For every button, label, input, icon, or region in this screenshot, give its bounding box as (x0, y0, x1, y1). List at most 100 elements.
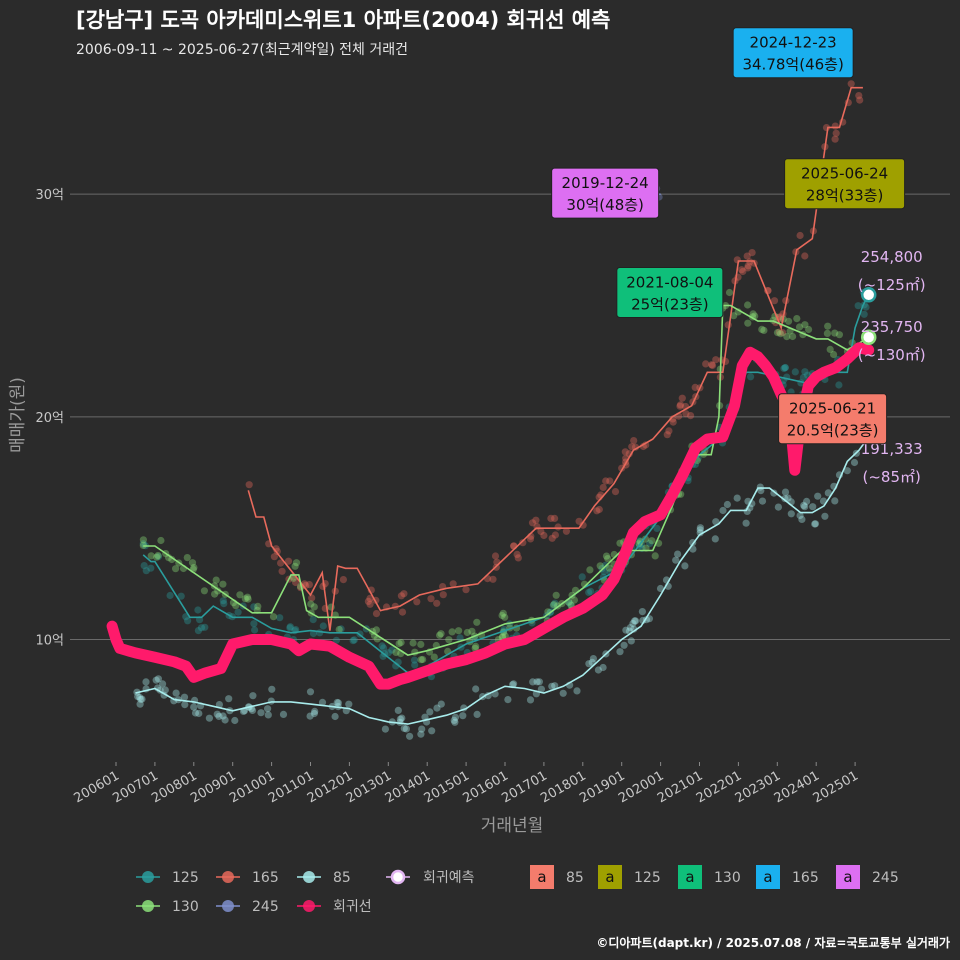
transaction-point (626, 624, 635, 632)
transaction-point (550, 601, 558, 609)
transaction-point (205, 714, 213, 722)
transaction-point (269, 613, 278, 621)
transaction-point (573, 687, 581, 695)
transaction-point (195, 709, 203, 718)
transaction-point (631, 443, 640, 451)
transaction-point (676, 401, 685, 409)
regression-path (106, 342, 875, 690)
transaction-point (339, 576, 347, 584)
transaction-point (632, 617, 640, 625)
transaction-point (631, 617, 639, 625)
callout-price: 30억(48층) (566, 196, 643, 214)
transaction-point (616, 539, 624, 547)
transaction-point (621, 448, 629, 456)
transaction-point (378, 642, 386, 650)
legend-dot (222, 900, 234, 912)
transaction-point (744, 264, 752, 272)
transaction-point (777, 330, 785, 338)
transaction-point (831, 122, 839, 130)
transaction-point (292, 559, 301, 567)
transaction-point (284, 557, 293, 565)
transaction-point (388, 646, 396, 654)
transaction-point (168, 555, 176, 564)
transaction-point (739, 267, 747, 276)
legend-item-forecast: 회귀예측 (386, 869, 475, 886)
transaction-point (245, 481, 253, 489)
transaction-point (596, 562, 604, 570)
legend-label: 125 (634, 870, 661, 886)
transaction-point (181, 701, 189, 709)
transaction-point (310, 709, 318, 718)
legend-item-85: 85 (297, 870, 351, 886)
transaction-point (725, 288, 734, 297)
transaction-point (232, 602, 240, 610)
transaction-point (599, 663, 607, 672)
transaction-point (593, 507, 601, 515)
transaction-point (831, 329, 839, 337)
transaction-point (219, 580, 227, 588)
transaction-point (823, 329, 832, 337)
transaction-point (139, 536, 147, 544)
transaction-point (747, 373, 755, 381)
transaction-point (332, 636, 340, 644)
transaction-point (636, 538, 644, 546)
transaction-point (194, 627, 202, 635)
transaction-point (398, 714, 406, 722)
transaction-point (796, 231, 804, 240)
transaction-point (513, 550, 521, 559)
transaction-point (780, 364, 788, 372)
transaction-point (784, 494, 792, 502)
transaction-point (628, 443, 636, 451)
legend-item-125: 125 (136, 870, 199, 886)
transaction-point (801, 321, 809, 329)
transaction-point (501, 613, 509, 621)
transaction-point (334, 699, 342, 707)
forecast-markers: 254,800 (~125㎡) 235,750 (~130㎡) 191,333 (~85㎡… (858, 248, 926, 486)
transaction-point (254, 602, 262, 611)
transaction-point (456, 634, 464, 642)
transaction-point (430, 653, 438, 661)
transaction-point (824, 322, 832, 330)
transaction-point (380, 644, 388, 652)
transaction-point (805, 325, 813, 334)
transaction-point (696, 526, 704, 534)
transaction-point (154, 675, 162, 683)
transaction-point (585, 660, 593, 668)
transaction-point (630, 437, 638, 445)
transaction-point (687, 412, 695, 420)
transaction-point (400, 590, 408, 598)
legend-key-swatch (530, 865, 554, 889)
callout-box (732, 27, 854, 79)
transaction-point (394, 706, 402, 715)
transaction-point (796, 511, 804, 520)
transaction-point (774, 503, 783, 511)
transaction-point (855, 92, 863, 100)
transaction-point (552, 591, 560, 599)
transaction-point (781, 363, 790, 372)
transaction-point (826, 345, 834, 353)
transaction-point (535, 678, 544, 686)
transaction-point (570, 596, 579, 604)
transaction-point (234, 608, 242, 616)
transaction-point (672, 556, 680, 564)
transaction-point (801, 252, 809, 260)
transaction-point (270, 553, 278, 561)
transaction-point (708, 361, 716, 369)
transaction-point (791, 368, 799, 376)
callout-2021-08-04: 2021-08-04 25억(23층) (616, 266, 724, 318)
transaction-point (744, 262, 752, 270)
transaction-point (691, 383, 699, 391)
legend-item-165: 165 (216, 870, 279, 886)
transaction-point (381, 725, 389, 733)
callout-price: 25억(23층) (631, 295, 708, 313)
transaction-point (781, 364, 789, 372)
transaction-point (526, 696, 535, 704)
transaction-point (366, 600, 374, 608)
transaction-point (140, 562, 148, 570)
transaction-point (142, 678, 150, 686)
transaction-point (153, 553, 161, 561)
transaction-point (537, 527, 545, 536)
transaction-point (676, 402, 684, 410)
transaction-point (345, 700, 353, 708)
series-line-165 (247, 86, 863, 631)
